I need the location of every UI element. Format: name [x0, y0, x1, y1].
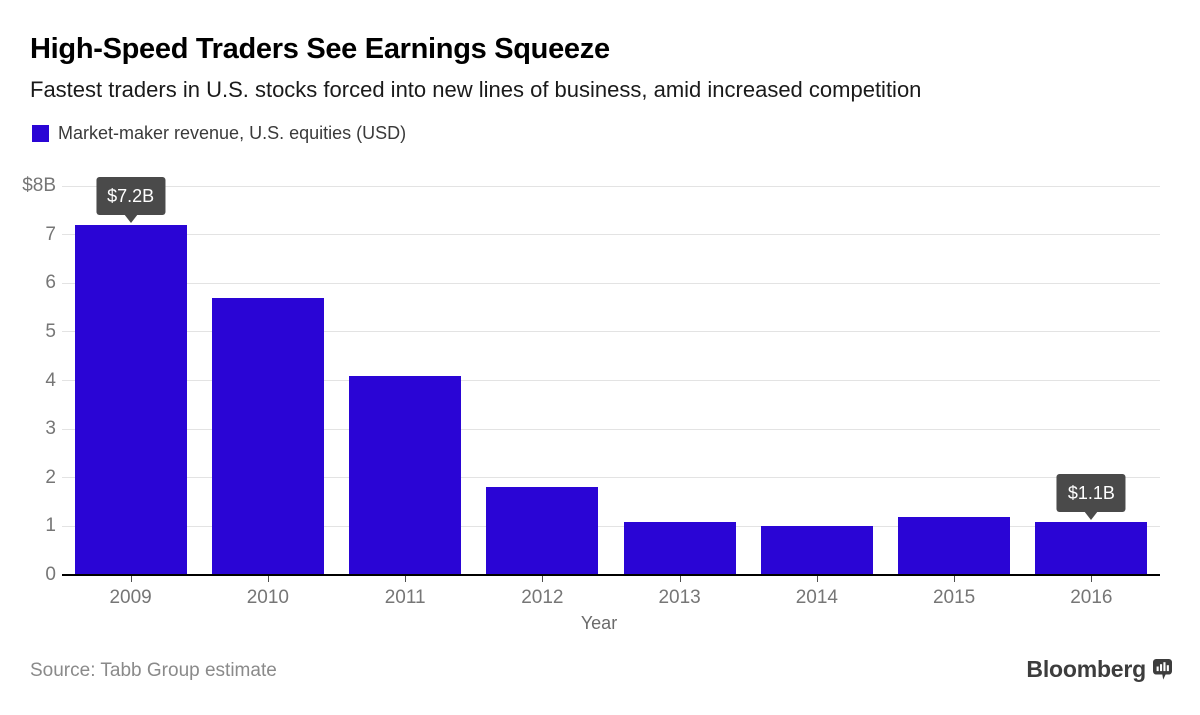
bar	[211, 297, 324, 575]
y-tick-label: 1	[45, 515, 56, 537]
x-tick	[267, 576, 269, 582]
x-axis-line	[62, 574, 1160, 576]
legend-label: Market-maker revenue, U.S. equities (USD…	[58, 123, 407, 143]
y-tick-label: 0	[45, 564, 56, 585]
x-tick	[405, 576, 407, 582]
gridline	[62, 331, 1160, 333]
gridline	[62, 380, 1160, 381]
x-tick	[542, 576, 544, 582]
y-tick-label: 7	[45, 223, 56, 245]
bloomberg-chart-bubble-icon	[1153, 659, 1172, 680]
gridline	[62, 282, 1160, 284]
x-tick-label: 2011	[384, 587, 426, 608]
source-note: Source: Tabb Group estimate	[30, 660, 277, 681]
x-tick	[679, 576, 681, 582]
bar	[486, 487, 599, 575]
x-tick-label: 2010	[246, 587, 290, 608]
bar	[623, 521, 736, 575]
gridline	[62, 185, 1160, 187]
bar	[898, 516, 1011, 575]
bar	[1035, 521, 1148, 575]
value-tooltip: $1.1B	[1056, 473, 1126, 512]
x-tick-label: 2015	[932, 587, 976, 608]
y-tick-label: 4	[45, 369, 56, 391]
value-tooltip: $7.2B	[96, 176, 166, 215]
legend-swatch	[32, 125, 49, 142]
tooltip-arrow-icon	[1084, 510, 1099, 520]
x-tick-label: 2013	[658, 587, 701, 608]
bloomberg-logo: Bloomberg	[1026, 656, 1172, 683]
x-tick-label: 2014	[795, 587, 839, 608]
x-axis-title: Year	[580, 613, 618, 633]
y-tick-label: 6	[45, 272, 56, 294]
gridline	[62, 234, 1160, 236]
page-subtitle: Fastest traders in U.S. stocks forced in…	[30, 77, 922, 102]
y-tick-label: 5	[45, 320, 56, 342]
y-tick-label: $8B	[22, 175, 56, 196]
x-tick	[1091, 576, 1093, 582]
bloomberg-wordmark: Bloomberg	[1026, 656, 1146, 682]
x-tick-label: 2009	[109, 587, 152, 608]
chart-legend: Market-maker revenue, U.S. equities (USD…	[32, 123, 406, 144]
y-tick-label: 3	[45, 418, 56, 440]
x-tick-label: 2016	[1070, 587, 1113, 608]
x-tick	[954, 576, 956, 582]
bar	[760, 526, 873, 575]
bar	[74, 224, 187, 575]
gridline	[62, 477, 1160, 479]
x-tick	[816, 576, 818, 582]
gridline	[62, 525, 1160, 527]
tooltip-arrow-icon	[123, 213, 138, 223]
page-title: High-Speed Traders See Earnings Squeeze	[30, 33, 610, 65]
bar	[349, 375, 462, 575]
x-tick	[130, 576, 132, 582]
x-tick-label: 2012	[521, 587, 564, 608]
y-tick-label: 2	[45, 466, 56, 488]
gridline	[62, 428, 1160, 430]
